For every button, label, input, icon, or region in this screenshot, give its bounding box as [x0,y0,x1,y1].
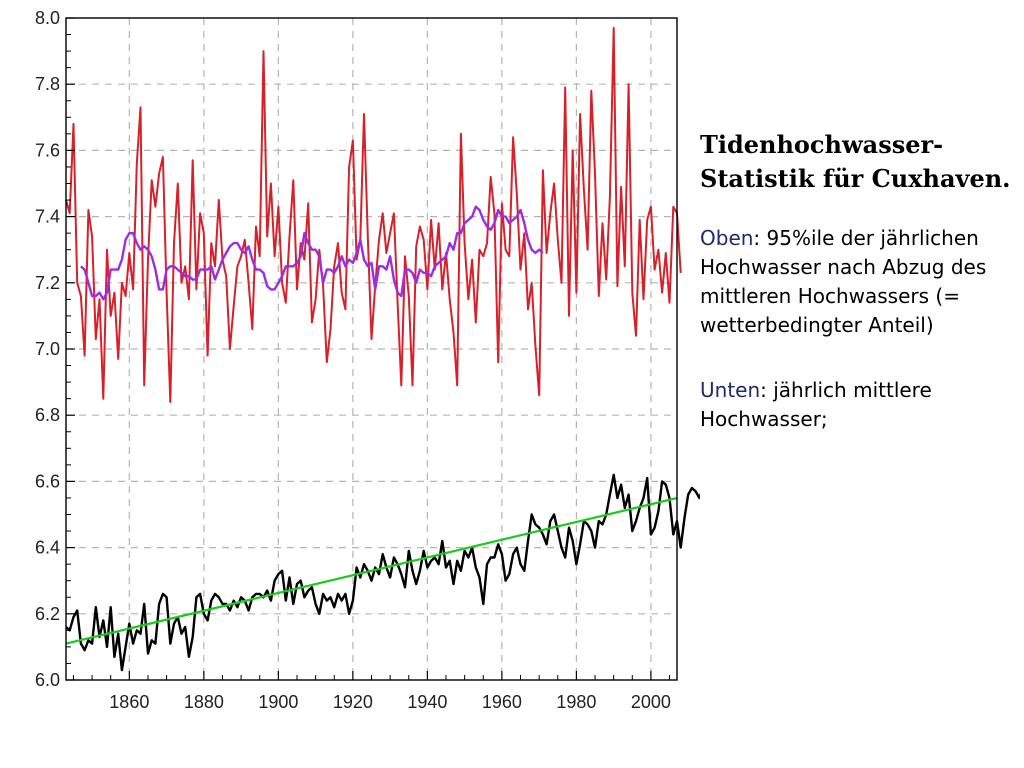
y-tick-label: 7.8 [35,74,60,94]
unten-key: Unten [700,378,761,402]
x-tick-label: 1920 [333,692,373,712]
series-line-mean-high-water [65,473,700,672]
oben-text: : 95%ile der jährlichen Hochwasser nach … [700,226,987,337]
y-tick-label: 6.6 [35,471,60,491]
x-tick-label: 1960 [482,692,522,712]
y-tick-label: 7.4 [35,207,60,227]
x-tick-label: 1940 [407,692,447,712]
description-panel: Tidenhochwasser-Statistik für Cuxhaven. … [700,128,1018,470]
series-line-surge-smooth [80,205,544,301]
y-tick-label: 7.6 [35,140,60,160]
series-line-surge-95 [65,26,682,403]
y-tick-label: 7.2 [35,273,60,293]
unten-text: : jährlich mittlere Hochwasser; [700,378,932,431]
panel-title: Tidenhochwasser-Statistik für Cuxhaven. [700,130,1011,193]
x-tick-label: 1880 [184,692,224,712]
x-tick-label: 1980 [556,692,596,712]
y-tick-label: 8.0 [35,8,60,28]
y-tick-label: 6.0 [35,670,60,690]
oben-description: Oben: 95%ile der jährlichen Hochwasser n… [700,224,1018,340]
y-tick-label: 6.8 [35,405,60,425]
y-tick-label: 6.2 [35,604,60,624]
series-layer [65,26,700,672]
x-tick-label: 2000 [631,692,671,712]
x-tick-label: 1900 [258,692,298,712]
series-line-trend [65,496,678,645]
x-tick-label: 1860 [109,692,149,712]
y-tick-label: 6.4 [35,538,60,558]
tide-chart: 6.0 6.2 6.4 6.6 6.8 7.0 7.2 7.4 7.6 7.8 8.0 1860 188… [35,8,700,712]
oben-key: Oben [700,226,754,250]
tick-layer: 6.0 6.2 6.4 6.6 6.8 7.0 7.2 7.4 7.6 7.8 8.0 1860 188… [35,8,671,712]
y-tick-label: 7.0 [35,339,60,359]
grid [66,18,677,680]
unten-description: Unten: jährlich mittlere Hochwasser; [700,376,1018,434]
